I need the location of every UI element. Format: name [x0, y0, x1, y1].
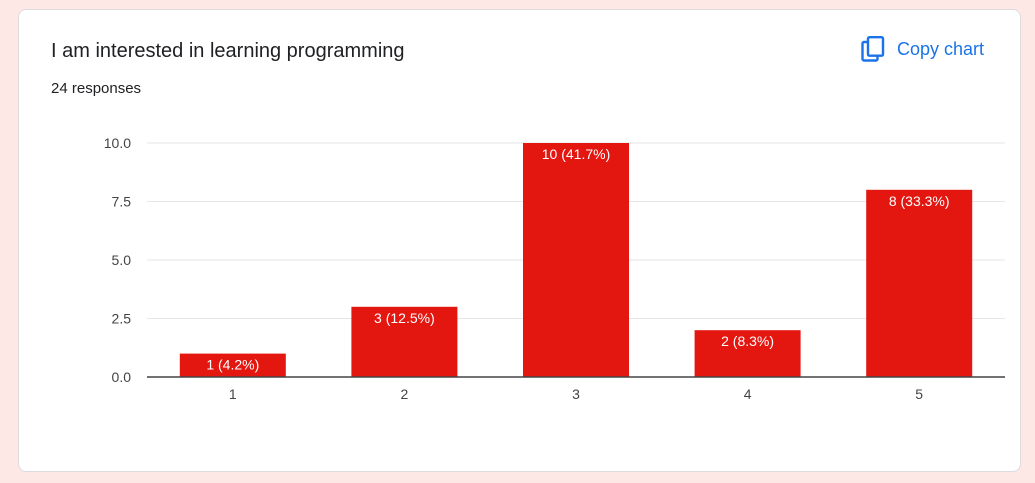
bar	[523, 143, 629, 377]
y-tick-label: 7.5	[112, 194, 132, 210]
bar-data-label: 10 (41.7%)	[542, 146, 610, 162]
bar	[866, 189, 973, 377]
bar-data-label: 3 (12.5%)	[374, 310, 435, 326]
bar	[179, 353, 286, 377]
copy-chart-label: Copy chart	[896, 38, 984, 59]
x-tick-label: 3	[572, 386, 580, 402]
bar-data-label: 8 (33.3%)	[889, 193, 950, 209]
response-count: 24 responses	[51, 80, 142, 97]
copy-icon	[861, 36, 885, 62]
copy-chart-button[interactable]: Copy chart	[859, 32, 986, 66]
chart-title: I am interested in learning programming	[51, 40, 405, 62]
bar	[694, 330, 801, 377]
chart-card: I am interested in learning programming …	[18, 9, 1021, 472]
y-tick-label: 0.0	[112, 369, 132, 385]
x-tick-label: 2	[401, 386, 409, 402]
x-tick-label: 4	[744, 386, 752, 402]
bar-data-label: 2 (8.3%)	[721, 333, 774, 349]
bar	[351, 306, 458, 377]
x-tick-label: 5	[915, 386, 923, 402]
bar-data-label: 1 (4.2%)	[206, 357, 259, 373]
y-tick-label: 10.0	[104, 135, 131, 151]
y-tick-label: 2.5	[112, 311, 132, 327]
x-tick-label: 1	[229, 386, 237, 402]
y-tick-label: 5.0	[112, 252, 132, 268]
